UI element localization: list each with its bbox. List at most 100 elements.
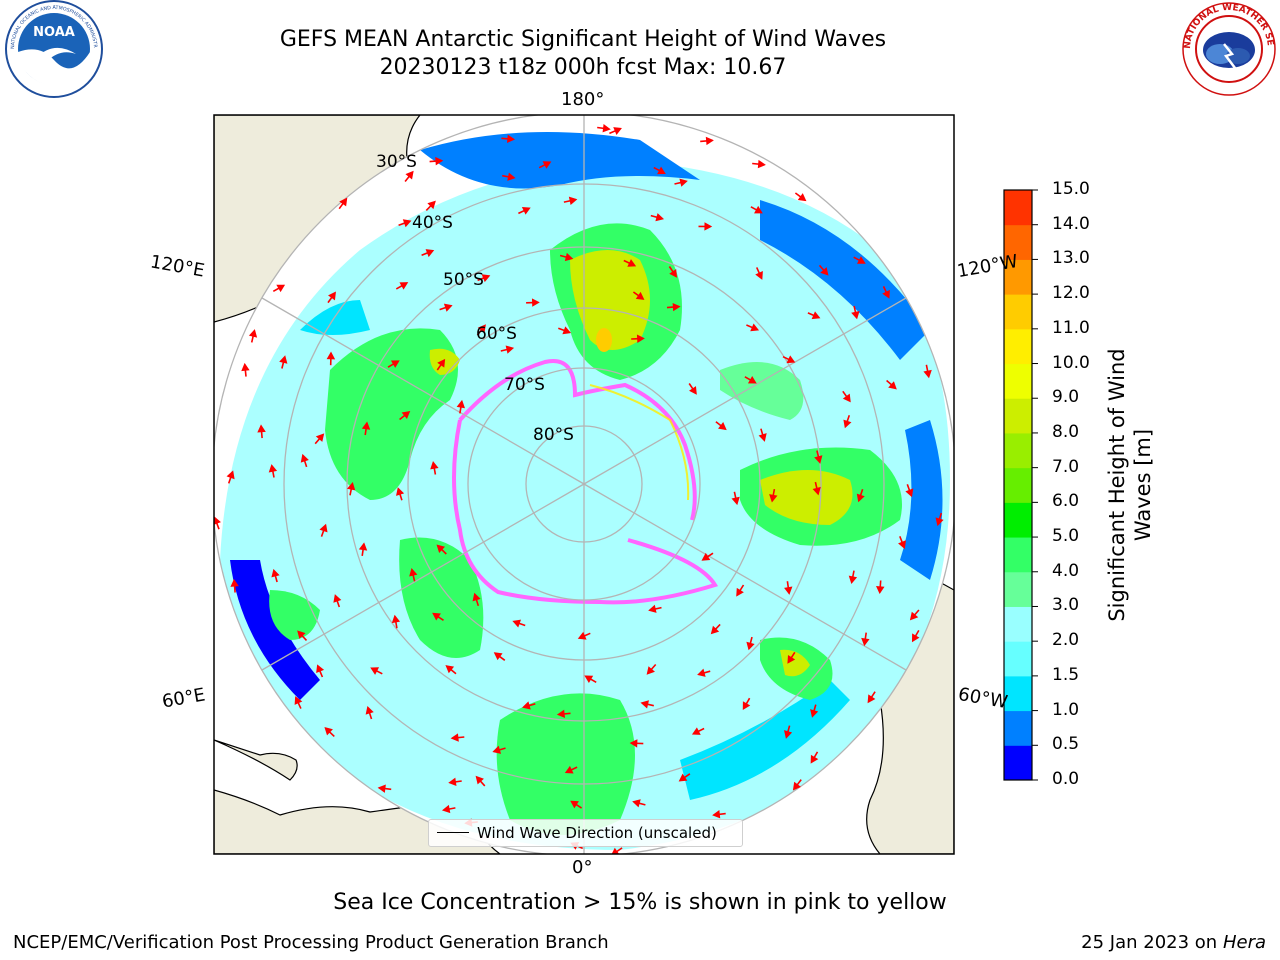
wind-arrow-head [241, 362, 250, 372]
colorbar-label-line1: Significant Height of Wind [1105, 348, 1129, 622]
legend-line-swatch [437, 832, 469, 833]
wind-arrow-head [655, 213, 665, 222]
wind-arrow-head [843, 419, 852, 429]
colorbar [1003, 189, 1038, 781]
wind-arrow-head [257, 424, 266, 433]
wind-arrow-head [754, 205, 763, 214]
wind-arrow-head [300, 453, 309, 463]
colorbar-segment [1004, 259, 1032, 295]
colorbar-tick-label: 11.0 [1052, 317, 1090, 338]
wind-arrow-head [276, 284, 286, 293]
colorbar-tick-label: 4.0 [1052, 560, 1080, 581]
colorbar-tick-label: 12.0 [1052, 283, 1090, 304]
wind-arrow-head [399, 282, 409, 290]
wind-arrow-head [712, 810, 721, 819]
wind-arrow-head [861, 637, 870, 647]
colorbar-tick-label: 14.0 [1052, 213, 1090, 234]
wind-arrow-head [689, 386, 697, 395]
wind-arrow-head [758, 433, 767, 442]
wind-arrow-head [632, 799, 641, 808]
wind-arrow-head [635, 291, 645, 300]
chart-title: GEFS MEAN Antarctic Significant Height o… [279, 27, 887, 52]
wind-arrow-head [339, 197, 348, 207]
wind-arrow-head [814, 455, 823, 464]
credit-line: NCEP/EMC/Verification Post Processing Pr… [13, 932, 609, 953]
wind-arrow-head [705, 136, 714, 146]
wind-arrow-head [522, 701, 531, 710]
wind-arrow-head [358, 542, 368, 551]
wind-arrow-head [747, 376, 757, 384]
colorbar-tick-label: 13.0 [1052, 248, 1090, 269]
wind-arrow-head [602, 124, 611, 133]
wind-arrow-head [636, 334, 645, 343]
wind-arrow-head [784, 586, 793, 595]
wind-arrow-head [450, 733, 459, 742]
wind-arrow-head [445, 665, 455, 674]
colorbar-label-line2: Waves [m] [1131, 428, 1155, 542]
wind-arrow-head [867, 694, 876, 704]
wind-arrow-head [935, 517, 944, 527]
wind-arrow-head [432, 612, 441, 621]
wind-arrow-head [746, 641, 755, 651]
wind-arrow-head [792, 781, 801, 791]
wind-arrow-head [786, 355, 796, 364]
wind-arrow-head [493, 652, 503, 661]
wind-arrow-head [613, 127, 622, 135]
wind-arrow-head [319, 523, 328, 533]
wind-arrow-head [409, 567, 418, 577]
wind-arrow-head [365, 706, 374, 715]
wind-arrow-head [294, 696, 303, 705]
wind-arrow-head [370, 667, 380, 675]
wind-arrow-head [477, 324, 486, 334]
colorbar-segment [1004, 641, 1032, 677]
wind-arrow-head [812, 486, 821, 496]
wind-arrow-head [842, 393, 851, 403]
wind-arrow-head [851, 310, 860, 320]
graticule [214, 115, 954, 854]
colorbar-tick-label: 5.0 [1052, 526, 1080, 547]
wind-arrow-head [564, 765, 574, 774]
wind-arrow-head [898, 540, 906, 550]
colorbar-tick-label: 1.5 [1052, 664, 1080, 685]
lon-label-180: 180° [561, 89, 605, 110]
wind-arrow-head [710, 625, 720, 635]
wind-arrow-head [562, 326, 572, 335]
wind-arrow-head [425, 249, 435, 258]
wind-arrow-head [736, 587, 744, 597]
wind-arrow-head [876, 585, 885, 595]
noaa-logo-icon: NOAA NATIONAL OCEANIC AND ATMOSPHERIC AD… [0, 0, 103, 98]
colorbar-frame [1003, 189, 1033, 781]
wind-arrow-head [436, 544, 446, 553]
wind-arrow-head [268, 464, 278, 473]
colorbar-tick-label: 0.0 [1052, 769, 1080, 789]
wind-arrow-head [646, 666, 655, 675]
wind-arrow-head [784, 730, 793, 739]
colorbar-segment [1004, 224, 1032, 260]
lat-label-40s: 40°S [412, 213, 453, 233]
wind-arrow-head [328, 291, 336, 301]
wind-arrow-head [427, 200, 436, 210]
wind-arrow-head [391, 614, 401, 624]
wind-arrow-head [430, 461, 439, 470]
wind-arrow-head [678, 773, 688, 782]
wind-arrow-head [542, 161, 552, 169]
wind-arrow-head [443, 303, 453, 312]
wind-arrow-head [577, 631, 587, 640]
chart-subtitle: 20230123 t18z 000h fcst Max: 10.67 [379, 55, 787, 80]
wind-arrow-head [556, 709, 566, 719]
national-weather-service-logo-icon: NATIONAL WEATHER SERVICE [1176, 0, 1276, 96]
wind-arrow-head [507, 172, 516, 181]
lat-label-80s: 80°S [533, 425, 574, 445]
wind-arrow-head [481, 274, 491, 283]
sea-ice-note: Sea Ice Concentration > 15% is shown in … [333, 890, 947, 915]
wind-arrow-head [627, 259, 637, 267]
wind-arrow-head [769, 494, 778, 503]
wind-arrow-head [905, 488, 914, 498]
colorbar-tick-label: 8.0 [1052, 421, 1080, 442]
colorbar-tick-label: 7.0 [1052, 456, 1080, 477]
wind-arrow-head [333, 594, 342, 603]
wind-arrow-head [396, 487, 405, 496]
colorbar-segment [1004, 675, 1032, 712]
colorbar-segment [1004, 294, 1032, 330]
wind-arrow-head [657, 166, 666, 175]
